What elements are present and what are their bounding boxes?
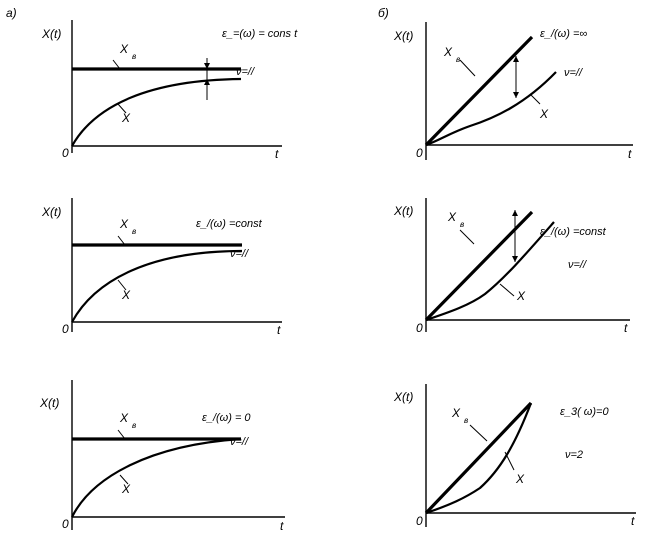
x-axis-label: t [628, 147, 632, 161]
reference-leader [112, 59, 121, 70]
origin-label: 0 [62, 517, 69, 531]
panel-b3: X(t) t 0 X в X ε_3( ω)=0 ν=2 [393, 384, 636, 528]
nu-label: ν=// [568, 259, 587, 271]
reference-leader [459, 229, 475, 245]
reference-label: X [119, 411, 129, 425]
response-curve [425, 221, 555, 322]
x-axis-label: t [275, 147, 279, 161]
reference-line [424, 35, 534, 147]
x-axis-label: t [277, 323, 281, 337]
nu-label: ν=// [230, 436, 249, 448]
response-leader [529, 93, 541, 105]
response-leader [117, 103, 127, 114]
condition-label: ε_/(ω) = 0 [202, 412, 251, 424]
reference-line [424, 210, 534, 322]
response-curve [71, 77, 242, 147]
condition-label: ε_/(ω) =const [196, 218, 263, 230]
condition-label: ε_/(ω) =∞ [540, 28, 587, 40]
reference-line [424, 401, 533, 515]
reference-subscript: в [132, 421, 136, 430]
response-label: X [121, 288, 131, 302]
origin-label: 0 [62, 146, 69, 160]
response-leader [117, 279, 127, 291]
panel-b-label: б) [378, 6, 389, 20]
nu-label: ν=2 [565, 449, 583, 461]
origin-label: 0 [62, 322, 69, 336]
reference-subscript: в [132, 52, 136, 61]
y-axis-label: X(t) [41, 27, 61, 41]
panel-a1: X(t) t 0 X в X ε_=(ω) = cons t ν=// [41, 20, 298, 161]
nu-label: ν=// [564, 67, 583, 79]
x-axis-label: t [280, 519, 284, 533]
reference-label: X [119, 42, 129, 56]
reference-label: X [443, 45, 453, 59]
reference-leader [459, 59, 476, 77]
y-axis-label: X(t) [393, 29, 413, 43]
reference-subscript: в [460, 220, 464, 229]
panel-a-label: a) [6, 6, 17, 20]
panel-b2: X(t) t 0 X в X ε_/(ω) =const ν=// [393, 198, 630, 335]
response-leader [504, 451, 515, 471]
reference-label: X [119, 217, 129, 231]
panel-a3: X(t) t 0 X в X ε_/(ω) = 0 ν=// [39, 380, 285, 533]
error-arrow-head [512, 210, 518, 262]
response-label: X [121, 482, 131, 496]
error-arrow-head [204, 63, 210, 85]
response-label: X [121, 111, 131, 125]
response-leader [499, 283, 515, 297]
panel-a2: X(t) t 0 X в X ε_/(ω) =const ν=// [41, 198, 282, 337]
response-curve [425, 402, 533, 515]
reference-label: X [447, 210, 457, 224]
condition-label: ε_/(ω) =const [540, 226, 607, 238]
y-axis-label: X(t) [39, 396, 59, 410]
reference-subscript: в [132, 227, 136, 236]
panel-b1: X(t) t 0 X в X ε_/(ω) =∞ ν=// [393, 22, 633, 161]
reference-subscript: в [456, 55, 460, 64]
x-axis-label: t [624, 321, 628, 335]
response-curve [71, 437, 242, 518]
y-axis-label: X(t) [393, 204, 413, 218]
nu-label: ν=// [230, 248, 249, 260]
nu-label: ν=// [236, 66, 255, 78]
origin-label: 0 [416, 514, 423, 528]
reference-leader [469, 424, 488, 442]
y-axis-label: X(t) [393, 390, 413, 404]
response-label: X [539, 107, 549, 121]
response-label: X [515, 472, 525, 486]
reference-leader [117, 429, 126, 440]
reference-leader [117, 235, 126, 246]
condition-label: ε_3( ω)=0 [560, 406, 609, 418]
x-axis-label: t [631, 514, 635, 528]
response-curve [71, 249, 243, 323]
response-leader [119, 474, 129, 485]
response-label: X [516, 289, 526, 303]
reference-subscript: в [464, 416, 468, 425]
y-axis-label: X(t) [41, 205, 61, 219]
reference-label: X [451, 406, 461, 420]
condition-label: ε_=(ω) = cons t [222, 28, 298, 40]
origin-label: 0 [416, 321, 423, 335]
response-curve [425, 71, 557, 147]
origin-label: 0 [416, 146, 423, 160]
